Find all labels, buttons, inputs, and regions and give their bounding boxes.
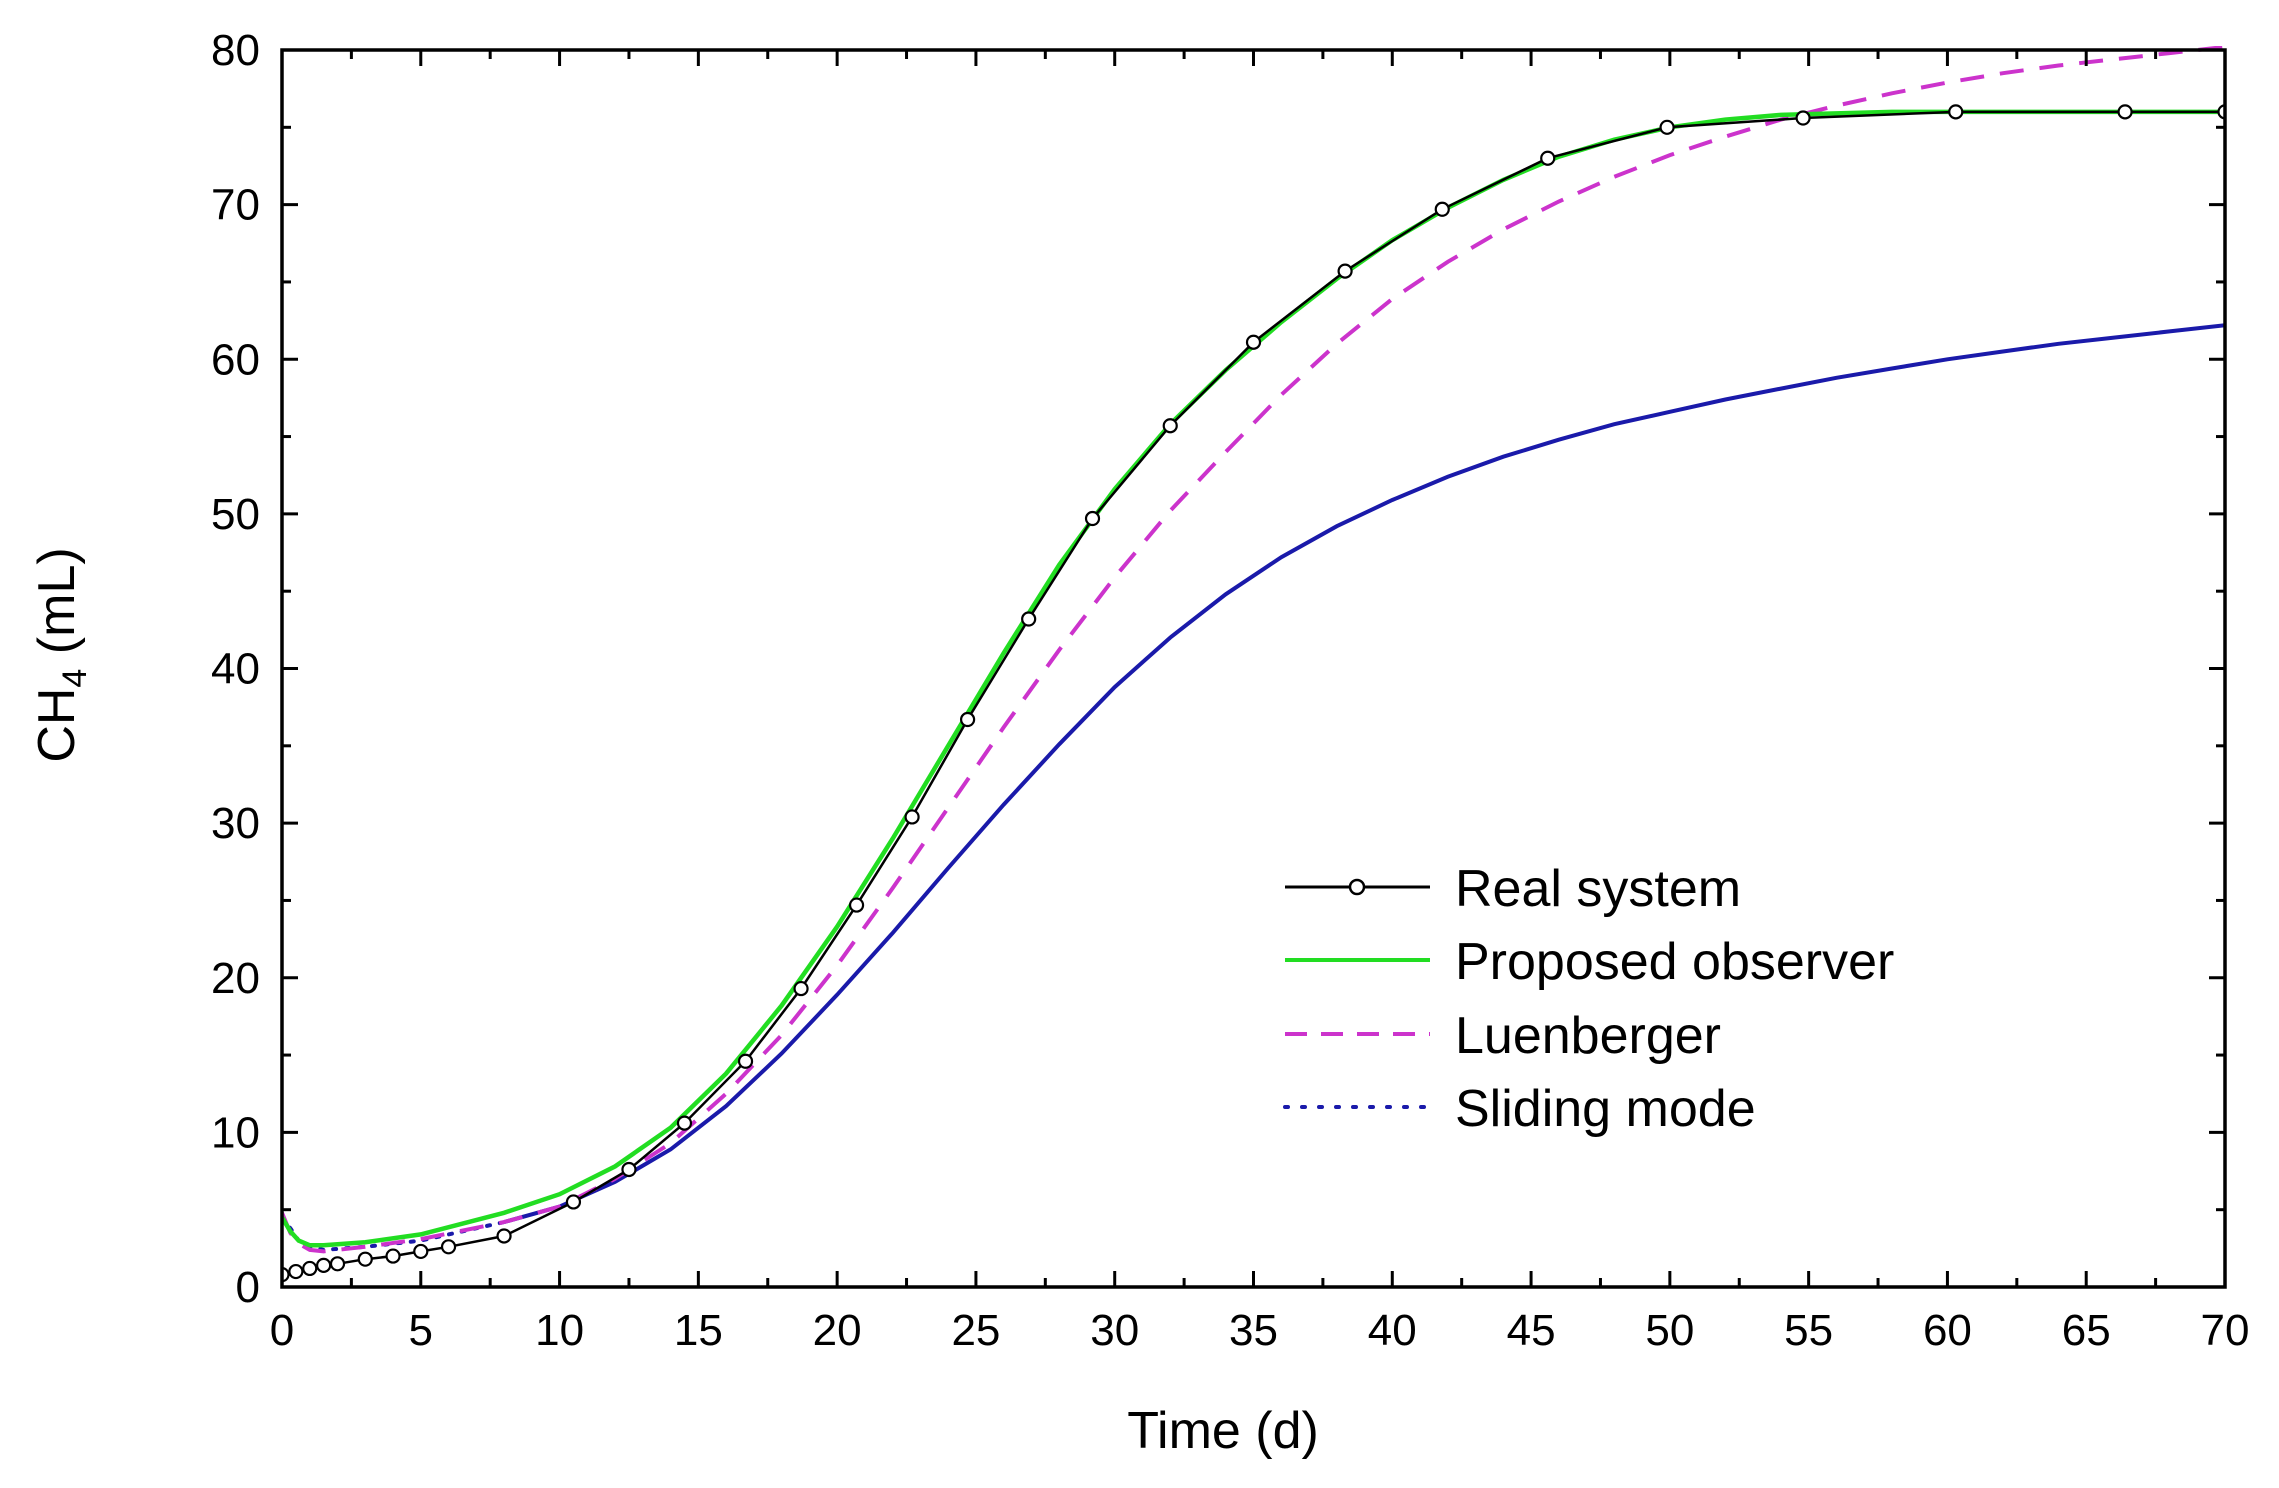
- x-tick-label: 55: [1784, 1306, 1833, 1355]
- y-axis-title-subscript: 4: [56, 669, 94, 688]
- data-point-real-system: [737, 1053, 754, 1069]
- legend-label-luenberger: Luenberger: [1455, 1007, 1721, 1065]
- data-point-real-system: [1084, 510, 1101, 527]
- x-tick-label: 30: [1090, 1306, 1139, 1355]
- x-tick-label: 20: [813, 1306, 862, 1355]
- legend-label-real-system: Real system: [1455, 860, 1741, 918]
- x-tick-label: 65: [2062, 1306, 2111, 1355]
- ticks-layer: 0 5 10 15 20 25 30 35 40 45 50 55 60 65 70 0 10 20 30 40 50 6…: [211, 26, 2249, 1355]
- data-point-real-system: [1659, 119, 1675, 135]
- data-point-real-system: [676, 1115, 693, 1131]
- data-point-real-system: [2117, 104, 2133, 120]
- series-layer: [282, 46, 2225, 1283]
- y-tick-label: 0: [236, 1263, 260, 1312]
- data-point-real-system: [1021, 611, 1037, 627]
- y-axis-title-main: CH: [28, 688, 86, 763]
- x-tick-label: 25: [951, 1306, 1000, 1355]
- x-tick-label: 15: [674, 1306, 723, 1355]
- x-tick-label: 70: [2201, 1306, 2250, 1355]
- data-point-real-system: [413, 1243, 429, 1260]
- y-tick-label: 10: [211, 1108, 260, 1157]
- data-point-real-system: [1162, 418, 1178, 434]
- y-tick-label: 50: [211, 490, 260, 539]
- y-tick-label: 40: [211, 645, 260, 694]
- data-point-real-system: [316, 1257, 332, 1273]
- x-tick-label: 0: [270, 1306, 294, 1355]
- legend-label-proposed-observer: Proposed observer: [1455, 933, 1894, 991]
- series-line-sliding-mode: [503, 323, 2225, 1225]
- x-tick-label: 35: [1229, 1306, 1278, 1355]
- x-tick-label: 45: [1507, 1306, 1556, 1355]
- x-tick-label: 5: [409, 1306, 433, 1355]
- legend-marker-real-system: [1348, 878, 1366, 896]
- x-tick-label: 50: [1645, 1306, 1694, 1355]
- data-point-real-system: [793, 980, 809, 997]
- legend-label-sliding-mode: Sliding mode: [1455, 1080, 1756, 1138]
- data-point-real-system: [1337, 263, 1353, 279]
- x-tick-label: 60: [1923, 1306, 1972, 1355]
- y-tick-label: 80: [211, 26, 260, 75]
- x-tick-label: 10: [535, 1306, 584, 1355]
- legend-background: [1270, 860, 2030, 1150]
- data-point-real-system: [1795, 110, 1811, 126]
- data-point-real-system: [288, 1263, 304, 1280]
- data-point-real-system: [302, 1260, 318, 1277]
- y-tick-label: 60: [211, 335, 260, 384]
- data-point-real-system: [440, 1239, 457, 1255]
- data-point-real-system: [385, 1248, 401, 1264]
- data-point-real-system: [848, 897, 865, 913]
- data-point-real-system: [565, 1194, 582, 1210]
- y-tick-label: 20: [211, 954, 260, 1003]
- data-point-real-system: [1434, 201, 1450, 217]
- data-point-real-system: [960, 711, 976, 728]
- data-point-real-system: [357, 1251, 373, 1267]
- data-point-real-system: [904, 809, 920, 825]
- data-point-real-system: [496, 1228, 512, 1244]
- y-tick-label: 70: [211, 181, 260, 230]
- y-axis-title-unit: (mL): [28, 547, 86, 668]
- y-axis-title: CH4 (mL): [28, 547, 94, 762]
- x-axis-title: Time (d): [1127, 1402, 1319, 1460]
- data-point-real-system: [621, 1161, 637, 1178]
- data-point-real-system: [329, 1256, 346, 1272]
- data-point-real-system: [1948, 104, 1964, 120]
- y-tick-label: 30: [211, 799, 260, 848]
- legend: Real system Proposed observer Luenberger…: [1270, 860, 2030, 1150]
- x-tick-label: 40: [1368, 1306, 1417, 1355]
- data-point-real-system: [1245, 334, 1262, 350]
- data-point-real-system: [1540, 150, 1556, 166]
